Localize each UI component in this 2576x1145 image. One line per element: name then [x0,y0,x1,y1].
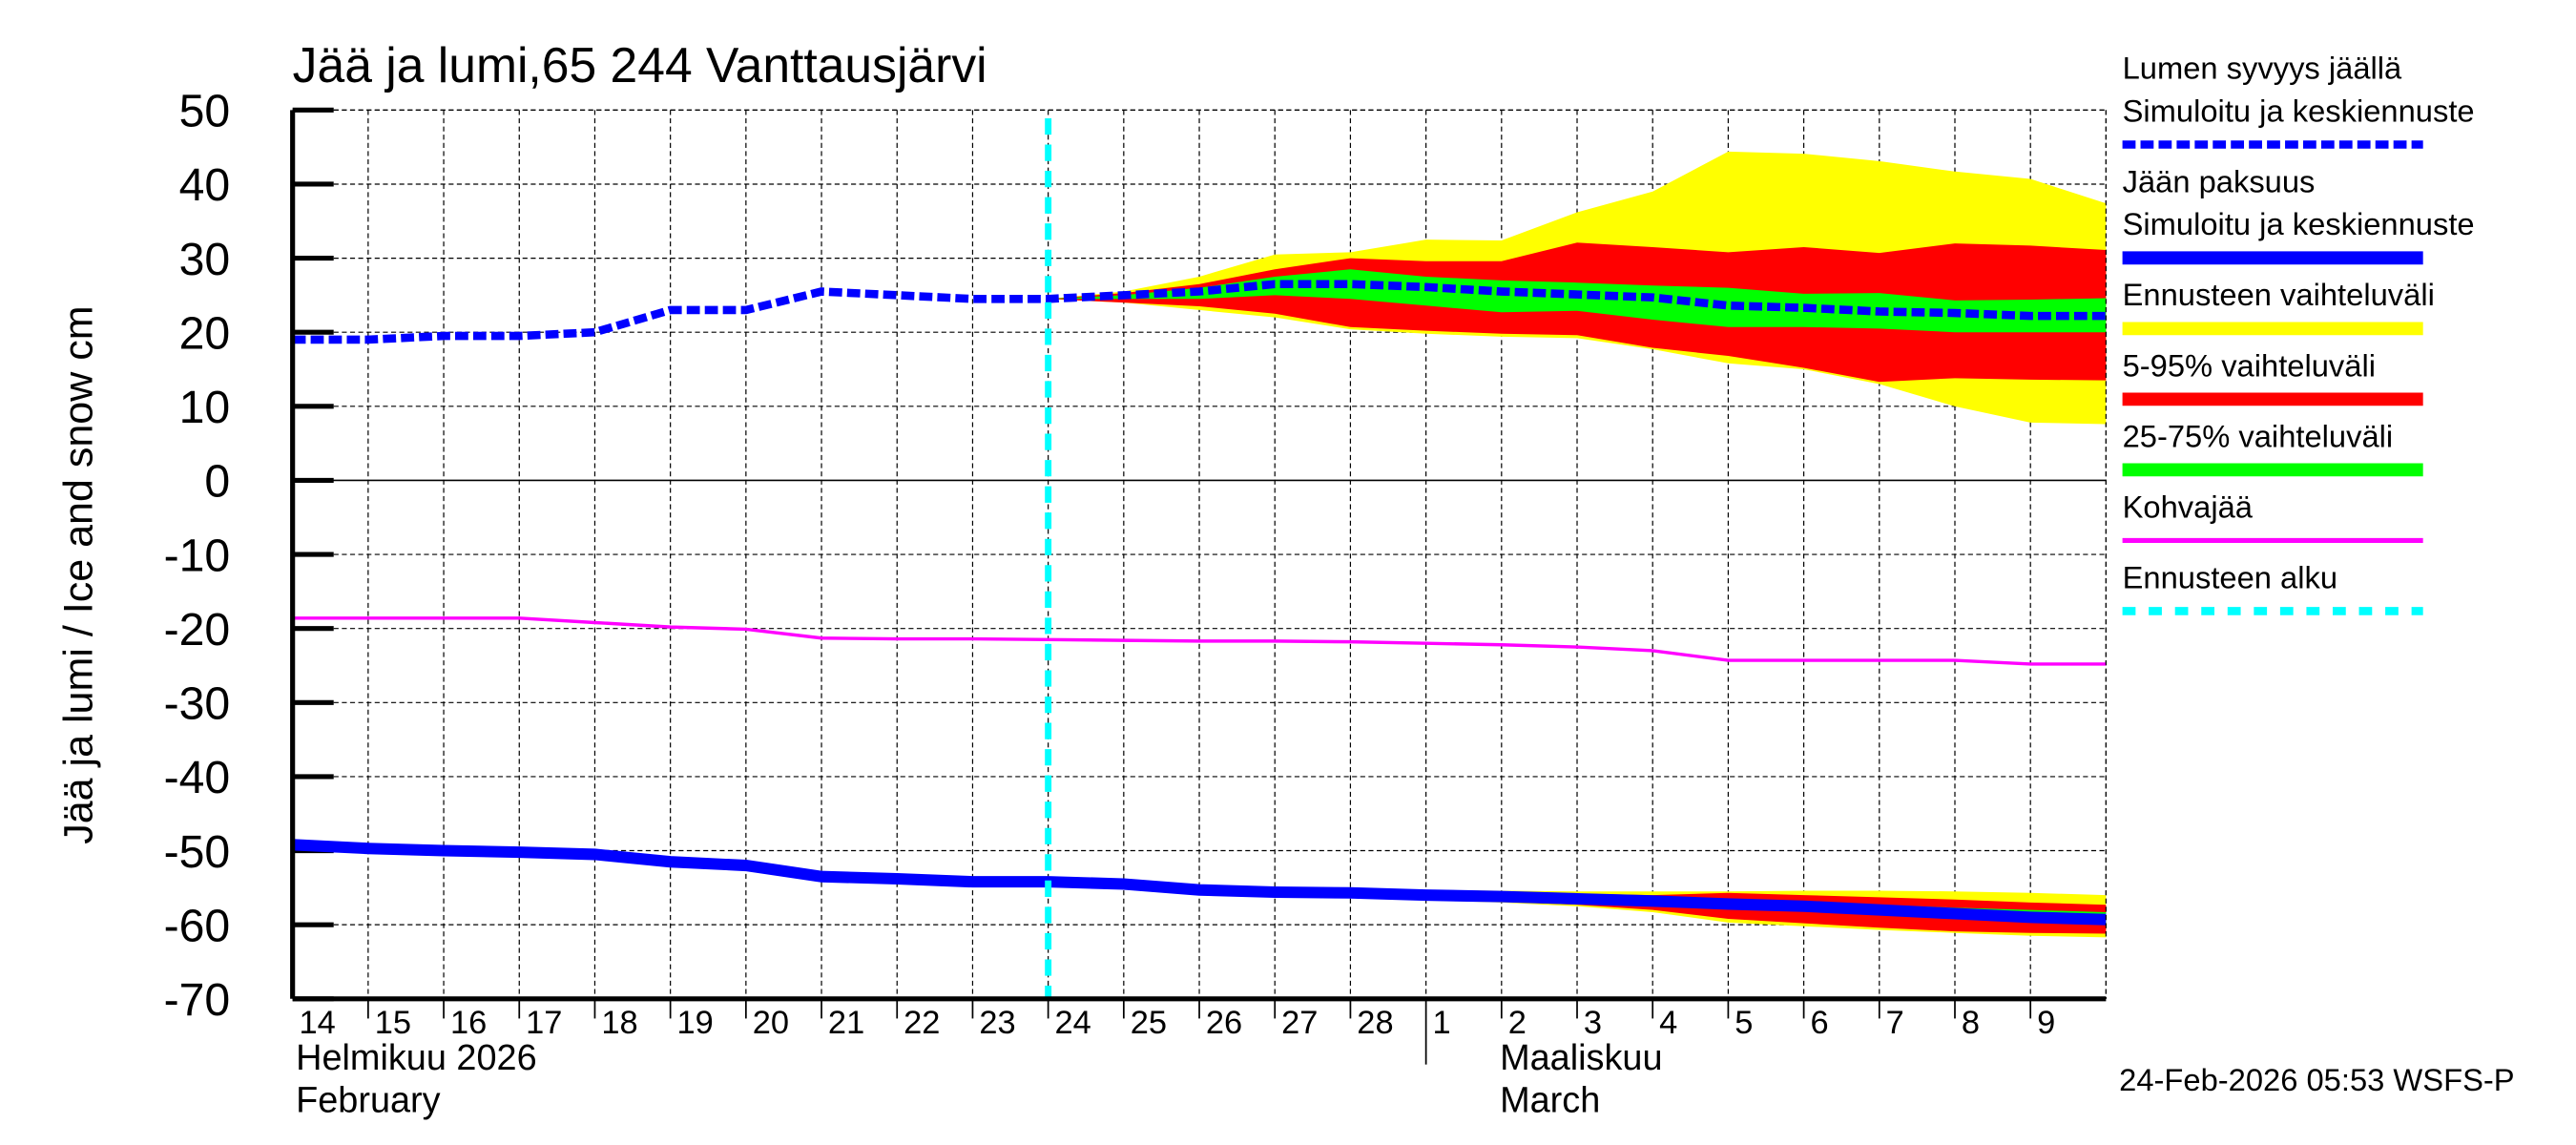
x-tick-label: 7 [1886,1005,1904,1041]
legend-label: Simuloitu ja keskiennuste [2123,93,2475,128]
x-tick-label: 23 [979,1005,1015,1041]
legend: Lumen syvyys jäällä Simuloitu ja keskienn… [2122,51,2475,615]
y-axis-label: Jää ja lumi / Ice and snow cm [56,305,102,843]
snow-depth-line [292,280,2107,344]
footer-timestamp: 24-Feb-2026 05:53 WSFS-P [2119,1062,2514,1097]
x-tick-label: 22 [904,1005,940,1041]
x-tick-label: 27 [1281,1005,1318,1041]
legend-label: Ennusteen vaihteluväli [2123,277,2435,312]
legend-label: 5-95% vaihteluväli [2123,347,2376,383]
x-tick-label: 6 [1810,1005,1828,1041]
x-tick-label: 25 [1131,1005,1167,1041]
ice-thickness-line [292,839,2107,926]
y-tick-label: 10 [179,382,231,433]
legend-label: Ennusteen alku [2123,559,2337,594]
x-tick-label: 17 [526,1005,562,1041]
y-tick-label: -30 [164,678,231,730]
y-tick-label: -60 [164,900,231,951]
y-tick-label: -10 [164,530,231,581]
month-label-feb-en: February [296,1081,441,1121]
x-tick-label: 24 [1055,1005,1091,1041]
x-tick-label: 5 [1735,1005,1753,1041]
y-tick-label: 30 [179,234,231,285]
plot-area: 50 40 30 20 10 0 -10 -20 -30 -40 -50 -60 -70 [164,86,2107,1026]
snow-25-75-band [1048,269,2107,333]
x-tick-label: 19 [677,1005,714,1041]
x-tick-label: 26 [1206,1005,1242,1041]
legend-label: Jään paksuus [2123,163,2316,198]
y-tick-label: -50 [164,826,231,878]
x-tick-label: 2 [1508,1005,1527,1041]
month-label-mar-en: March [1500,1081,1600,1121]
y-tick-label: 20 [179,307,231,359]
y-tick-label: 50 [179,86,231,137]
x-tick-label: 4 [1659,1005,1677,1041]
y-tick-label: -40 [164,752,231,803]
x-tick-label: 3 [1584,1005,1602,1041]
x-axis-labels: Helmikuu 2026 February Maaliskuu March 1… [296,998,2055,1121]
x-tick-label: 14 [300,1005,336,1041]
y-tick-label: 40 [179,159,231,211]
legend-label: 25-75% vaihteluväli [2123,418,2394,453]
chart-title: Jää ja lumi,65 244 Vanttausjärvi [293,37,987,93]
x-tick-label: 16 [450,1005,487,1041]
x-tick-label: 8 [1962,1005,1980,1041]
x-tick-label: 15 [375,1005,411,1041]
x-tick-label: 28 [1357,1005,1393,1041]
x-tick-label: 1 [1433,1005,1451,1041]
y-tick-label: 0 [204,456,230,508]
month-label-feb-fi: Helmikuu 2026 [296,1038,537,1078]
y-tick-label: -20 [164,604,231,656]
x-tick-label: 9 [2037,1005,2055,1041]
legend-label: Kohvajää [2123,489,2254,524]
legend-label: Simuloitu ja keskiennuste [2123,206,2475,241]
y-tick-label: -70 [164,974,231,1026]
slush-ice-line [292,616,2107,666]
x-tick-label: 18 [601,1005,637,1041]
legend-label: Lumen syvyys jäällä [2123,51,2402,86]
x-tick-label: 20 [753,1005,789,1041]
month-label-mar-fi: Maaliskuu [1500,1038,1662,1078]
x-tick-label: 21 [828,1005,864,1041]
